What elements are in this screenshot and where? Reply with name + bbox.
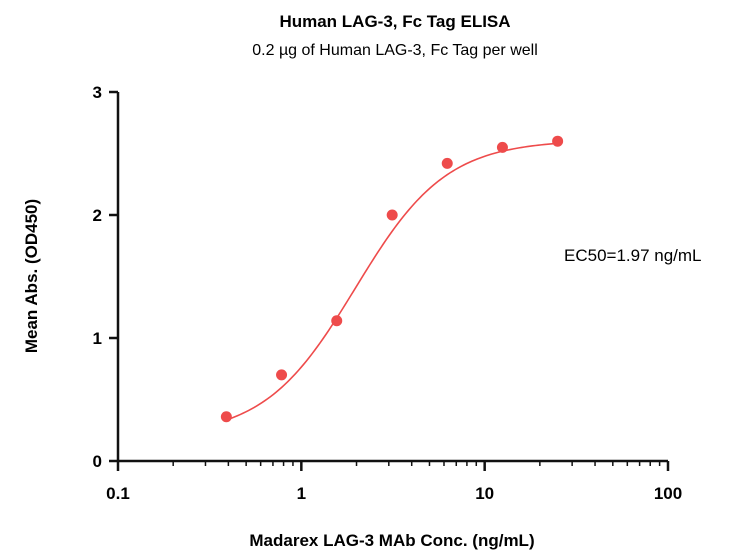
data-point <box>276 369 288 381</box>
x-tick-label: 1 <box>297 484 306 503</box>
data-point <box>220 411 232 423</box>
y-tick-label: 3 <box>93 83 102 102</box>
chart-subtitle: 0.2 µg of Human LAG-3, Fc Tag per well <box>252 42 538 59</box>
fit-curve <box>226 142 558 421</box>
data-points-layer <box>220 135 564 423</box>
data-point <box>331 315 343 327</box>
y-axis-label: Mean Abs. (OD450) <box>22 199 41 353</box>
axes: 0 1 2 3 0.1 1 10 100 <box>93 83 683 503</box>
ec50-annotation: EC50=1.97 ng/mL <box>564 246 702 265</box>
x-axis-label: Madarex LAG-3 MAb Conc. (ng/mL) <box>249 531 534 550</box>
x-tick-label: 100 <box>654 484 682 503</box>
chart-title: Human LAG-3, Fc Tag ELISA <box>279 12 510 31</box>
fit-curve-layer <box>226 142 558 421</box>
data-point <box>386 209 398 221</box>
y-tick-label: 0 <box>93 452 102 471</box>
y-tick-label: 2 <box>93 206 102 225</box>
x-tick-label: 10 <box>475 484 494 503</box>
y-tick-label: 1 <box>93 329 102 348</box>
data-point <box>496 141 508 153</box>
x-tick-label: 0.1 <box>106 484 130 503</box>
data-point <box>552 135 564 147</box>
data-point <box>441 157 453 169</box>
